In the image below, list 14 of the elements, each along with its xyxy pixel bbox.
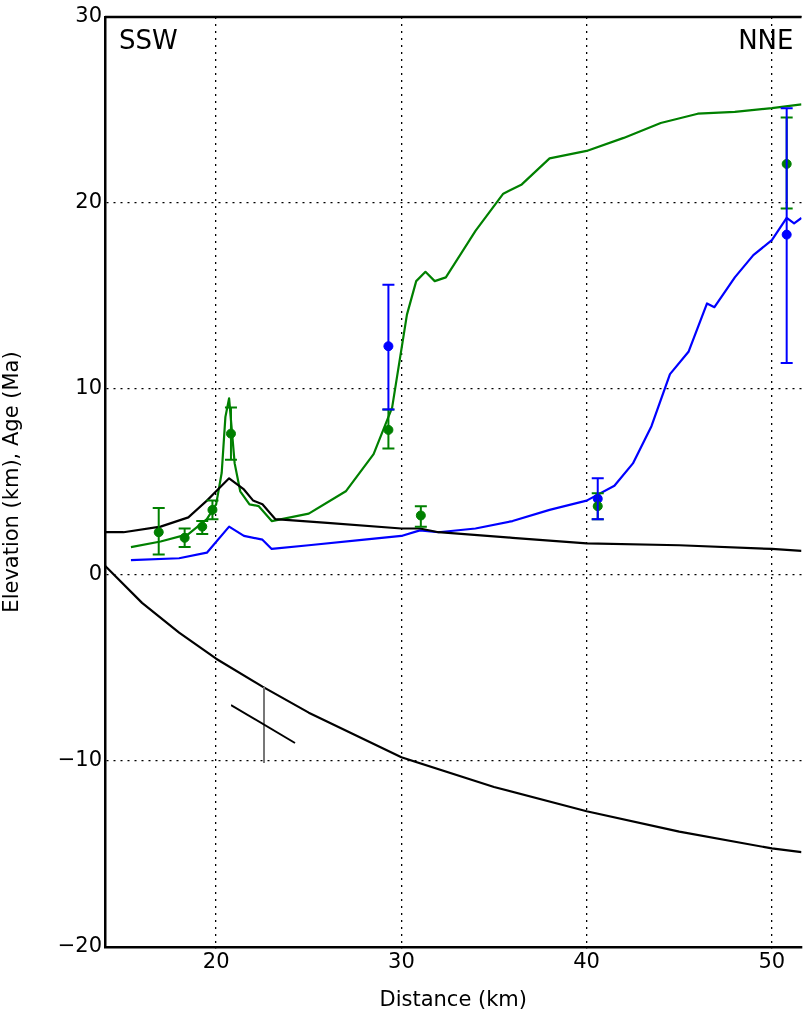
annotation: NNE (738, 24, 794, 55)
x-tick-label: 50 (758, 949, 786, 974)
y-tick-label: 10 (75, 375, 102, 400)
y-axis-title: Elevation (km), Age (Ma) (0, 351, 24, 613)
y-tick-label: 20 (75, 189, 102, 214)
x-axis-title: Distance (km) (379, 986, 528, 1011)
x-tick-label: 30 (388, 949, 415, 974)
annotation: SSW (119, 24, 178, 55)
y-tick-label: −10 (57, 747, 102, 772)
y-tick-label: 0 (88, 561, 102, 586)
x-tick-label: 20 (202, 949, 230, 974)
x-tick-label: 40 (573, 949, 600, 974)
y-tick-label: 30 (75, 3, 102, 28)
y-tick-label: −20 (57, 933, 102, 958)
